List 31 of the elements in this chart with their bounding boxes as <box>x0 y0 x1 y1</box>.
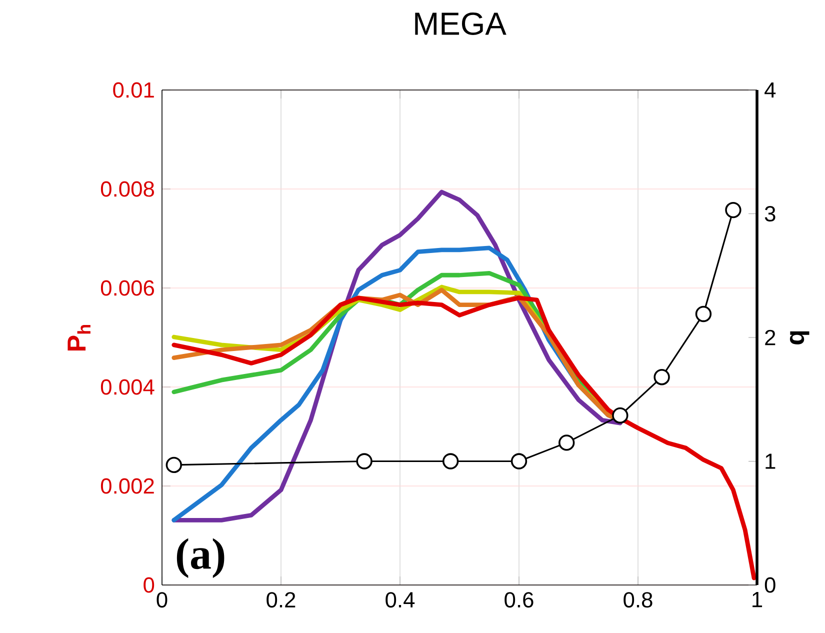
point <box>166 456 182 474</box>
chart-title: MEGA <box>415 12 506 35</box>
y-axis-title: P$_{h}$ <box>68 324 90 350</box>
y-tick-label: 0.004 <box>100 379 154 395</box>
annotation: (a) <box>176 538 224 578</box>
line-series <box>172 296 756 580</box>
y-tick-label: 0.01 <box>113 82 154 98</box>
y-tick-label: 0.002 <box>100 478 154 494</box>
x-tick-label: 1 <box>752 592 762 608</box>
y-tick-label: 0 <box>144 577 154 593</box>
point <box>510 453 528 470</box>
x-tick-label: 0.4 <box>386 592 415 608</box>
point <box>442 453 459 470</box>
y2-tick-label: 0 <box>764 577 776 593</box>
y-tick-label: 0.008 <box>100 181 154 197</box>
x-tick-label: 0.8 <box>624 592 652 608</box>
point <box>558 434 575 451</box>
point <box>654 369 670 386</box>
x-tick-label: 0 <box>156 592 168 608</box>
y2-tick-label: 2 <box>765 330 776 346</box>
point <box>356 453 372 470</box>
point <box>725 202 742 218</box>
y2-tick-label: 1 <box>766 454 776 469</box>
point <box>695 306 712 322</box>
y-tick-label: 0.006 <box>100 280 154 296</box>
y2-tick-label: 4 <box>764 82 776 98</box>
x-tick-label: 0.6 <box>504 592 534 608</box>
point <box>612 407 628 424</box>
y2-tick-label: 3 <box>764 206 776 222</box>
x-tick-label: 0.2 <box>266 592 296 608</box>
y2-axis-title: q <box>790 331 810 344</box>
